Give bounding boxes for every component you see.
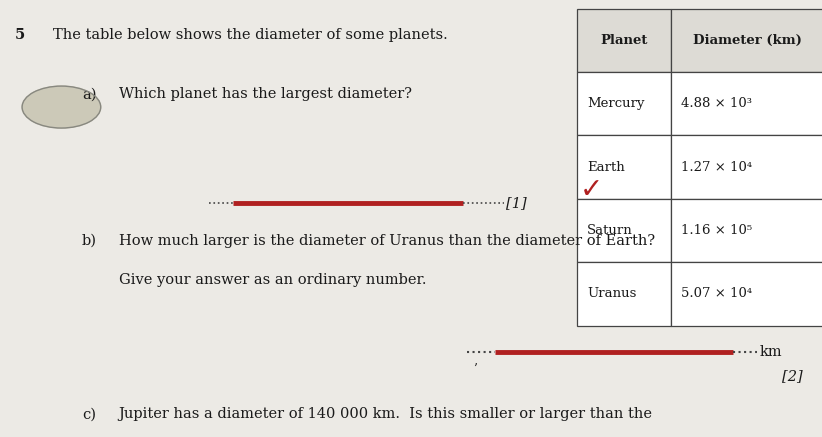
Bar [577, 262, 672, 326]
Text: ’: ’ [473, 363, 477, 376]
Circle shape [22, 86, 101, 128]
Text: a): a) [82, 87, 96, 101]
Text: 5: 5 [15, 28, 25, 42]
Text: The table below shows the diameter of some planets.: The table below shows the diameter of so… [53, 28, 448, 42]
Text: Diameter (km): Diameter (km) [693, 34, 801, 47]
Text: Planet: Planet [601, 34, 648, 47]
Bar [672, 9, 822, 72]
Text: c): c) [82, 407, 96, 421]
Text: ✓: ✓ [580, 176, 603, 204]
Bar [672, 262, 822, 326]
Text: 1.27 × 10⁴: 1.27 × 10⁴ [681, 161, 752, 173]
Bar [672, 135, 822, 199]
Text: Mercury: Mercury [587, 97, 644, 110]
Text: Uranus: Uranus [587, 288, 636, 300]
Text: 4.88 × 10³: 4.88 × 10³ [681, 97, 752, 110]
Text: How much larger is the diameter of Uranus than the diameter of Earth?: How much larger is the diameter of Uranu… [118, 234, 655, 248]
Bar [577, 72, 672, 135]
Bar [672, 72, 822, 135]
Text: 1.16 × 10⁵: 1.16 × 10⁵ [681, 224, 752, 237]
Text: [2]: [2] [782, 369, 803, 383]
Bar [672, 199, 822, 262]
Bar [577, 9, 672, 72]
Text: Saturn: Saturn [587, 224, 633, 237]
Text: 5.07 × 10⁴: 5.07 × 10⁴ [681, 288, 752, 300]
Text: [1]: [1] [506, 196, 527, 210]
Text: Jupiter has a diameter of 140 000 km.  Is this smaller or larger than the: Jupiter has a diameter of 140 000 km. Is… [118, 407, 653, 421]
Text: Earth: Earth [587, 161, 625, 173]
Bar [577, 135, 672, 199]
Text: Which planet has the largest diameter?: Which planet has the largest diameter? [118, 87, 412, 101]
Text: km: km [760, 345, 783, 359]
Text: b): b) [82, 234, 97, 248]
Bar [577, 199, 672, 262]
Text: Give your answer as an ordinary number.: Give your answer as an ordinary number. [118, 273, 427, 287]
